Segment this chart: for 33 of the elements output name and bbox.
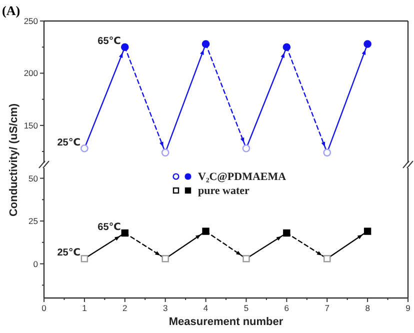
- x-tick-label: 7: [324, 303, 330, 313]
- y-tick-label: 250: [24, 16, 38, 26]
- x-tick-label: 9: [406, 303, 411, 313]
- y-tick-label: 50: [28, 173, 38, 184]
- point: [364, 40, 372, 48]
- x-tick-label: 8: [365, 303, 370, 313]
- annotation: 25℃: [57, 137, 80, 148]
- point: [120, 43, 129, 52]
- point: [202, 228, 210, 235]
- y-axis-title: Conductivity/ (uS/cm): [8, 103, 20, 217]
- x-axis-title: Measurement number: [168, 316, 284, 328]
- point: [364, 228, 372, 235]
- point: [121, 229, 128, 237]
- legend-label: pure water: [198, 185, 250, 197]
- x-tick-label: 0: [42, 303, 47, 313]
- y-tick-label: 150: [24, 120, 38, 130]
- point: [202, 40, 210, 48]
- chart-title: (A): [2, 3, 20, 18]
- x-tick-label: 5: [244, 303, 249, 313]
- point: [282, 43, 291, 52]
- y-tick-label: 0: [33, 258, 38, 269]
- y-tick-label: 200: [24, 68, 38, 78]
- x-tick-label: 1: [82, 303, 88, 313]
- point: [283, 229, 290, 237]
- annotation: 25℃: [57, 248, 80, 259]
- x-tick-label: 6: [284, 303, 290, 313]
- annotation: 65℃: [98, 36, 121, 48]
- x-tick-label: 2: [122, 303, 128, 313]
- annotation: 65℃: [98, 222, 121, 233]
- x-tick-label: 4: [203, 303, 208, 313]
- legend-label: V₂C@PDMAEMA: [198, 171, 286, 183]
- x-tick-label: 3: [162, 303, 168, 313]
- y-tick-label: 25: [28, 216, 38, 226]
